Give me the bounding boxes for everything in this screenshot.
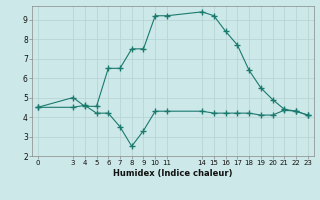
X-axis label: Humidex (Indice chaleur): Humidex (Indice chaleur) [113, 169, 233, 178]
